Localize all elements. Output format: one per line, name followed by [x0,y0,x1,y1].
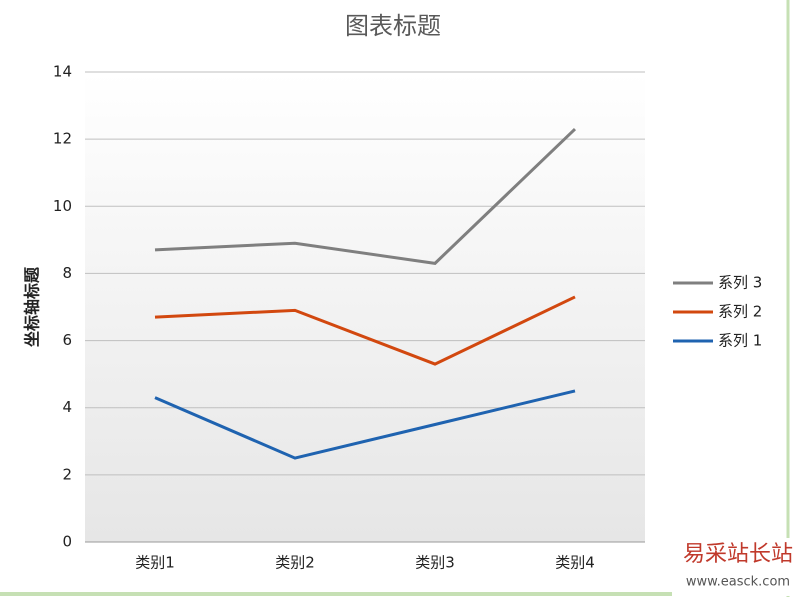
x-tick-label: 类别3 [415,554,455,572]
watermark-title: 易采站长站 [683,542,793,567]
y-tick-label: 0 [62,533,72,551]
x-tick-label: 类别2 [275,554,315,572]
y-axis-label: 坐标轴标题 [23,266,42,347]
y-tick-label: 8 [62,264,72,282]
y-tick-label: 4 [62,398,72,416]
y-tick-label: 12 [53,130,72,148]
legend-label: 系列 3 [718,274,762,292]
y-tick-label: 10 [53,197,72,215]
watermark-url: www.easck.com [686,575,790,590]
series-line [154,389,576,460]
legend-label: 系列 2 [718,303,762,321]
y-tick-label: 14 [53,63,72,81]
series-line [154,295,576,366]
x-tick-label: 类别1 [135,554,175,572]
series-line [154,127,577,265]
chart-title: 图表标题 [345,12,441,40]
legend-label: 系列 1 [718,332,762,350]
x-tick-label: 类别4 [555,554,595,572]
y-tick-label: 2 [62,465,72,483]
y-tick-label: 6 [62,331,72,349]
watermark-bg [672,538,800,596]
